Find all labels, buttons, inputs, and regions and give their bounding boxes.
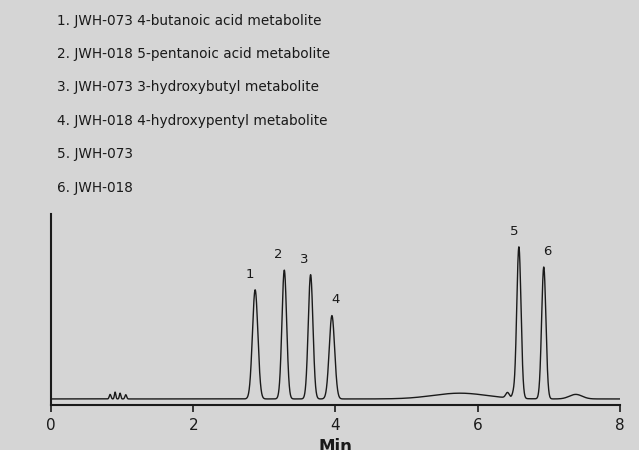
Text: 5: 5 [510, 225, 518, 238]
Text: 2. JWH-018 5-pentanoic acid metabolite: 2. JWH-018 5-pentanoic acid metabolite [57, 47, 330, 61]
Text: 4. JWH-018 4-hydroxypentyl metabolite: 4. JWH-018 4-hydroxypentyl metabolite [57, 114, 327, 128]
Text: 1: 1 [246, 268, 254, 281]
Text: 4: 4 [331, 293, 340, 306]
Text: 6: 6 [543, 245, 551, 258]
Text: 2: 2 [273, 248, 282, 261]
X-axis label: Min: Min [318, 438, 353, 450]
Text: 6. JWH-018: 6. JWH-018 [57, 180, 133, 194]
Text: 5. JWH-073: 5. JWH-073 [57, 147, 133, 161]
Text: 3: 3 [300, 252, 309, 266]
Text: 1. JWH-073 4-butanoic acid metabolite: 1. JWH-073 4-butanoic acid metabolite [57, 14, 321, 27]
Text: 3. JWH-073 3-hydroxybutyl metabolite: 3. JWH-073 3-hydroxybutyl metabolite [57, 81, 319, 94]
